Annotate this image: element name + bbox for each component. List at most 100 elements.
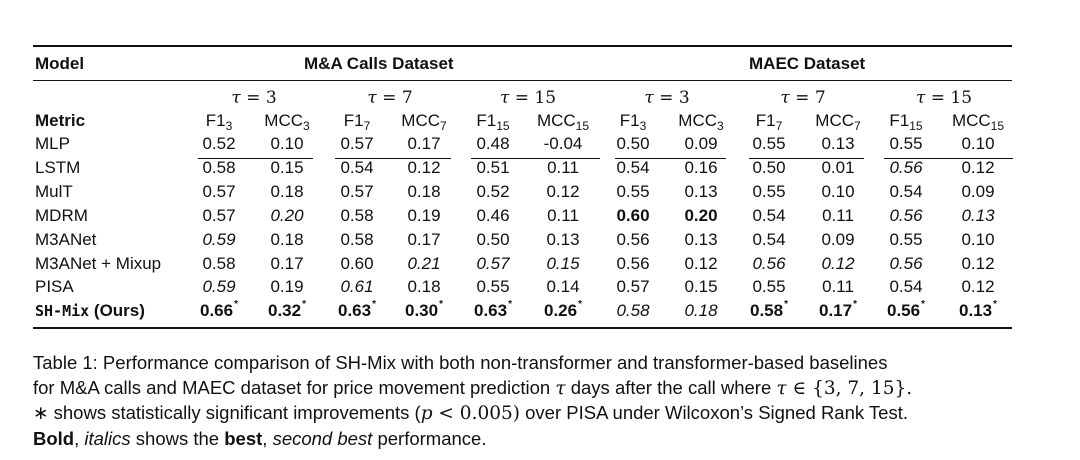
model-name: PISA [35, 277, 74, 296]
table-cell: 0.59 [202, 230, 236, 249]
table-cell: 0.12 [407, 158, 441, 177]
table-cell: 0.57 [202, 206, 236, 225]
table-cell: 0.13 [821, 134, 855, 153]
model-name: SH-Mix (Ours) [35, 301, 145, 320]
metric-column-header: F13 [619, 111, 647, 133]
table-cell: 0.14 [546, 277, 580, 296]
metric-column-header: MCC15 [951, 111, 1005, 133]
model-name: LSTM [35, 158, 81, 177]
significance-star: * [921, 299, 925, 310]
significance-star: * [234, 299, 238, 310]
table-cell: 0.12 [961, 158, 995, 177]
table-cell: 0.13 [684, 230, 718, 249]
significance-star: * [302, 299, 306, 310]
table-cell: 0.56 [616, 254, 650, 273]
tau-group-underline [749, 158, 864, 159]
dataset-header-maec: MAEC Dataset [749, 54, 866, 73]
table-cell: 0.19 [407, 206, 441, 225]
table-cell: 0.11 [547, 158, 579, 177]
table-cell: 0.57 [476, 254, 510, 273]
table-cell: 0.13 [546, 230, 580, 249]
table-cell: 0.54 [752, 230, 786, 249]
table-cell: 0.61 [340, 277, 374, 296]
tau-group-underline [335, 158, 451, 159]
table-cell: 0.60 [340, 254, 374, 273]
table-cell: 0.12 [684, 254, 718, 273]
model-name: M3ANet + Mixup [35, 254, 162, 273]
table-cell: 0.17 [407, 134, 441, 153]
tau-group-header: τ = 15 [915, 88, 973, 108]
table-cell: 0.58 [202, 158, 236, 177]
table-cell: 0.57 [616, 277, 650, 296]
tau-group-underline [615, 158, 726, 159]
table-cell: 0.10 [961, 230, 995, 249]
caption-line-1: Table 1: Performance comparison of SH-Mi… [33, 352, 888, 373]
table-cell: 0.50 [752, 158, 786, 177]
metric-column-header: F13 [205, 111, 233, 133]
caption-line-4: Bold, italics shows the best, second bes… [33, 427, 487, 449]
table-cell: 0.09 [961, 182, 995, 201]
table-cell: 0.58 [340, 206, 374, 225]
table-bottom-rule [33, 327, 1012, 329]
table-cell: 0.57 [202, 182, 236, 201]
table-cell: 0.54 [340, 158, 374, 177]
tau-group-header: τ = 7 [780, 88, 826, 108]
table-cell: 0.18 [270, 230, 304, 249]
tau-group-header: τ = 7 [367, 88, 413, 108]
significance-star: * [993, 299, 997, 310]
table-cell: 0.55 [752, 277, 786, 296]
table-cell: 0.17 [407, 230, 441, 249]
table-cell: 0.56 [889, 254, 923, 273]
table-cell: 0.11 [822, 206, 854, 225]
tau-group-header: τ = 3 [644, 88, 690, 108]
model-name: MulT [35, 182, 73, 201]
table-cell: 0.12 [821, 254, 855, 273]
table-cell: 0.18 [407, 182, 441, 201]
metric-header: Metric [35, 111, 86, 130]
table-cell: 0.54 [752, 206, 786, 225]
table-cell: 0.52 [476, 182, 510, 201]
table-cell: 0.30* [405, 299, 443, 321]
table-cell: 0.10 [821, 182, 855, 201]
table-cell: 0.54 [889, 182, 923, 201]
significance-star: * [372, 299, 376, 310]
table-cell: 0.66* [200, 299, 238, 321]
table-cell: 0.56 [889, 206, 923, 225]
table-cell: 0.54 [616, 158, 650, 177]
table-cell: 0.56* [887, 299, 925, 321]
significance-star: * [508, 299, 512, 310]
model-name: MLP [35, 134, 70, 153]
table-cell: 0.55 [476, 277, 510, 296]
significance-star: * [853, 299, 857, 310]
table-cell: 0.15 [684, 277, 718, 296]
table-cell: 0.10 [961, 134, 995, 153]
metric-column-header: MCC15 [536, 111, 590, 133]
table-cell: 0.56 [889, 158, 923, 177]
table-cell: 0.56 [616, 230, 650, 249]
table-cell: 0.58 [616, 301, 650, 320]
dataset-header-ma-calls: M&A Calls Dataset [304, 54, 454, 73]
significance-star: * [439, 299, 443, 310]
table-cell: 0.55 [752, 134, 786, 153]
table-cell: 0.60 [616, 206, 650, 225]
table-cell: 0.55 [616, 182, 650, 201]
metric-column-header: F115 [889, 111, 923, 133]
table-cell: 0.63* [338, 299, 376, 321]
table-cell: 0.54 [889, 277, 923, 296]
table-cell: 0.32* [268, 299, 306, 321]
significance-star: * [784, 299, 788, 310]
table-cell: 0.15 [270, 158, 304, 177]
table-top-rule [33, 45, 1012, 47]
tau-group-underline [884, 158, 1013, 159]
table-cell: 0.18 [407, 277, 441, 296]
table-cell: 0.10 [270, 134, 304, 153]
table-cell: 0.56 [752, 254, 786, 273]
table-cell: 0.55 [752, 182, 786, 201]
table-cell: 0.11 [822, 277, 854, 296]
table-cell: 0.12 [961, 254, 995, 273]
tau-group-header: τ = 3 [231, 88, 277, 108]
table-cell: 0.58 [340, 230, 374, 249]
metric-column-header: MCC3 [264, 111, 310, 133]
table-cell: 0.09 [684, 134, 718, 153]
table-cell: 0.17 [270, 254, 304, 273]
